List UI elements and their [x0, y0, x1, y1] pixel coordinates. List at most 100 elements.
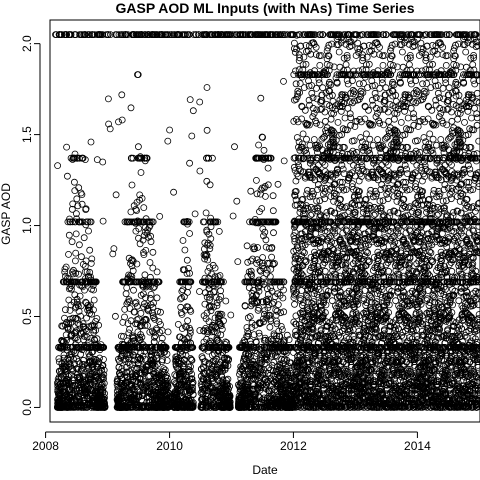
data-point: [144, 322, 151, 329]
data-point: [126, 361, 134, 369]
data-point: [133, 260, 141, 268]
data-point: [68, 238, 76, 246]
data-point: [218, 325, 226, 333]
data-point: [93, 315, 101, 322]
data-point: [136, 374, 144, 382]
data-point: [86, 246, 94, 254]
data-point: [268, 253, 276, 261]
data-point: [292, 312, 300, 320]
data-point: [87, 301, 94, 309]
data-point: [61, 268, 69, 276]
data-point: [208, 154, 216, 162]
data-point: [134, 143, 142, 151]
data-point: [325, 234, 333, 242]
data-point: [76, 241, 83, 249]
data-point: [74, 336, 82, 344]
data-point: [78, 360, 86, 368]
data-point: [68, 205, 76, 213]
data-point: [335, 48, 343, 56]
data-point: [137, 291, 145, 299]
data-point: [150, 333, 158, 341]
data-point: [153, 268, 161, 276]
data-point: [269, 192, 277, 200]
data-point: [215, 338, 223, 346]
data-point: [181, 246, 189, 254]
data-point: [139, 236, 147, 244]
data-point: [90, 296, 98, 304]
data-point: [71, 187, 79, 195]
data-point: [141, 271, 149, 279]
data-point: [137, 309, 145, 317]
data-point: [138, 383, 146, 391]
data-point: [88, 255, 96, 263]
data-point: [121, 313, 128, 321]
data-point: [76, 292, 84, 300]
data-point: [266, 323, 274, 331]
data-point: [82, 205, 90, 213]
data-point: [77, 189, 85, 197]
data-point: [150, 283, 158, 291]
data-point: [255, 141, 263, 149]
data-point: [118, 365, 126, 372]
data-point: [95, 360, 102, 368]
data-point: [77, 350, 85, 358]
data-point: [123, 351, 130, 359]
data-point: [257, 94, 265, 102]
data-point: [100, 379, 108, 387]
data-point: [124, 274, 132, 282]
data-point: [78, 253, 85, 261]
data-point: [150, 299, 157, 307]
data-point: [132, 205, 140, 213]
data-point: [150, 314, 158, 322]
data-point: [137, 379, 145, 387]
data-point: [55, 355, 63, 363]
data-point: [183, 256, 191, 264]
data-point: [100, 371, 108, 379]
data-point: [88, 310, 95, 318]
data-point: [133, 207, 141, 215]
data-point: [84, 218, 92, 226]
data-point: [327, 115, 335, 123]
data-point: [79, 320, 87, 328]
data-point: [255, 304, 263, 312]
data-point: [151, 278, 159, 286]
data-point: [75, 302, 82, 310]
data-point: [149, 248, 157, 256]
data-point: [78, 191, 86, 199]
data-point: [146, 273, 154, 281]
data-point: [93, 335, 101, 343]
data-point: [78, 200, 86, 208]
data-point: [73, 298, 81, 306]
data-point: [217, 331, 225, 339]
data-point: [86, 303, 94, 310]
data-point: [120, 333, 127, 340]
data-point: [141, 154, 149, 162]
data-point: [63, 336, 70, 344]
data-point: [69, 314, 77, 322]
data-point: [149, 309, 156, 317]
data-point: [61, 265, 69, 273]
data-point: [123, 368, 131, 376]
data-point: [76, 321, 84, 329]
data-point: [72, 249, 80, 257]
data-point: [300, 53, 308, 61]
data-point: [149, 264, 157, 272]
data-point: [123, 284, 131, 292]
data-point: [99, 362, 106, 370]
data-point: [72, 257, 79, 265]
data-point: [101, 403, 109, 411]
data-point: [316, 121, 324, 129]
data-point: [100, 375, 107, 383]
data-point: [100, 343, 108, 351]
data-point: [82, 325, 89, 333]
data-point: [65, 285, 73, 293]
data-point: [264, 164, 272, 172]
data-point: [128, 181, 136, 189]
data-point: [139, 290, 147, 298]
data-point: [81, 286, 88, 294]
data-point: [299, 130, 307, 138]
data-point: [122, 290, 130, 298]
data-point: [131, 308, 139, 316]
data-point: [134, 71, 142, 78]
data-point: [133, 316, 141, 324]
